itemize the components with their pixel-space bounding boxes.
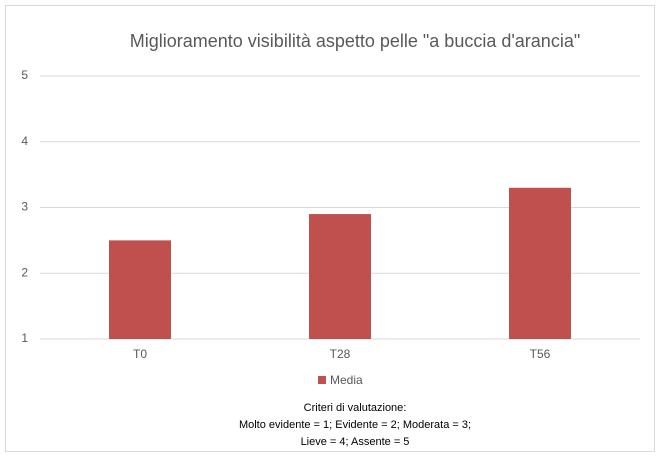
bar: [509, 187, 571, 339]
legend-label: Media: [330, 373, 363, 387]
y-tick-label: 4: [21, 134, 28, 148]
y-tick-label: 1: [21, 331, 28, 345]
bar: [109, 240, 171, 339]
bar: [309, 214, 371, 339]
annotation: Molto evidente = 1; Evidente = 2; Modera…: [239, 419, 471, 431]
annotation: Criteri di valutazione:: [304, 402, 407, 414]
annotation: Lieve = 4; Assente = 5: [301, 436, 410, 448]
x-tick-label: T28: [330, 347, 351, 361]
x-tick-label: T0: [133, 347, 147, 361]
y-tick-label: 2: [21, 265, 28, 279]
y-tick-label: 5: [21, 68, 28, 82]
chart-title: Miglioramento visibilità aspetto pelle "…: [130, 31, 580, 51]
y-tick-label: 3: [21, 200, 28, 214]
x-tick-label: T56: [530, 347, 551, 361]
legend-swatch: [318, 376, 326, 384]
